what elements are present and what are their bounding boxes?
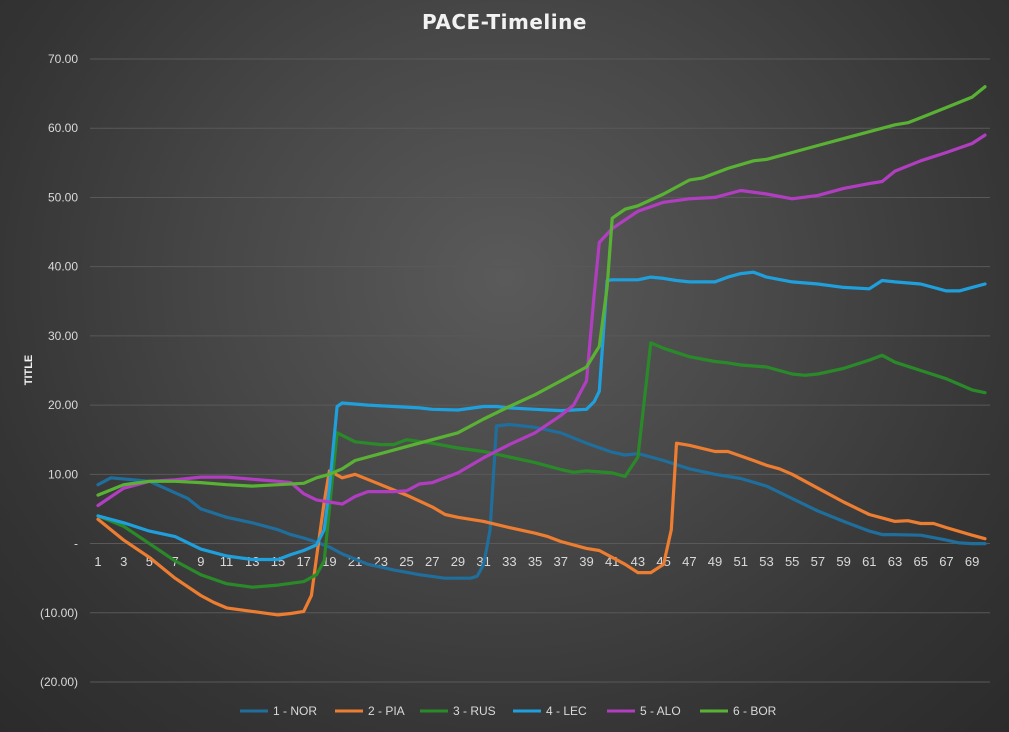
x-tick-label: 27 xyxy=(425,554,439,569)
x-tick-label: 69 xyxy=(965,554,979,569)
series-line-6 xyxy=(96,85,987,497)
x-tick-label: 39 xyxy=(579,554,593,569)
y-tick-label: 10.00 xyxy=(48,467,78,481)
x-tick-label: 37 xyxy=(554,554,568,569)
y-axis-ticks: 70.00 60.00 50.00 40.00 30.00 20.00 10.00 - (10.… xyxy=(40,52,78,689)
x-tick-label: 43 xyxy=(631,554,645,569)
series-line-3 xyxy=(96,341,987,589)
x-tick-label: 63 xyxy=(888,554,902,569)
x-axis-ticks: 1 3 5 7 9 11 13 15 17 19 21 23 25 27 29 31 33 35 37 39 41 43 4… xyxy=(94,554,979,569)
y-axis-label: TITLE xyxy=(23,355,35,386)
legend-label: 3 - RUS xyxy=(453,704,496,718)
x-tick-label: 9 xyxy=(197,554,204,569)
x-tick-label: 53 xyxy=(759,554,773,569)
series-line-2 xyxy=(96,441,987,617)
legend-label: 1 - NOR xyxy=(273,704,317,718)
x-tick-label: 25 xyxy=(399,554,413,569)
y-tick-label: (20.00) xyxy=(40,675,78,689)
x-tick-label: 29 xyxy=(451,554,465,569)
x-tick-label: 3 xyxy=(120,554,127,569)
legend-label: 4 - LEC xyxy=(546,704,587,718)
y-tick-label: 20.00 xyxy=(48,398,78,412)
x-tick-label: 61 xyxy=(862,554,876,569)
series-line-1 xyxy=(96,422,987,580)
y-tick-label: 50.00 xyxy=(48,190,78,204)
x-tick-label: 35 xyxy=(528,554,542,569)
x-tick-label: 65 xyxy=(913,554,927,569)
x-tick-label: 57 xyxy=(811,554,825,569)
x-tick-label: 1 xyxy=(94,554,101,569)
y-tick-label: (10.00) xyxy=(40,606,78,620)
chart-title: PACE-Timeline xyxy=(422,10,587,34)
x-tick-label: 5 xyxy=(146,554,153,569)
y-tick-label: 60.00 xyxy=(48,121,78,135)
y-tick-label: 70.00 xyxy=(48,52,78,66)
x-tick-label: 51 xyxy=(734,554,748,569)
x-tick-label: 49 xyxy=(708,554,722,569)
x-tick-label: 59 xyxy=(836,554,850,569)
legend-label: 6 - BOR xyxy=(733,704,777,718)
legend: 1 - NOR 2 - PIA 3 - RUS 4 - LEC 5 - ALO 6 - B… xyxy=(240,704,777,718)
x-tick-label: 67 xyxy=(939,554,953,569)
y-tick-label: 40.00 xyxy=(48,260,78,274)
x-tick-label: 33 xyxy=(502,554,516,569)
gridlines xyxy=(90,58,990,683)
series-line-4 xyxy=(96,270,987,562)
legend-label: 5 - ALO xyxy=(640,704,681,718)
x-tick-label: 47 xyxy=(682,554,696,569)
series-line-5 xyxy=(96,133,987,508)
x-tick-label: 17 xyxy=(296,554,310,569)
x-tick-label: 13 xyxy=(245,554,259,569)
x-tick-label: 55 xyxy=(785,554,799,569)
y-tick-label: 30.00 xyxy=(48,329,78,343)
legend-label: 2 - PIA xyxy=(368,704,405,718)
y-tick-label: - xyxy=(74,537,78,551)
series-lines xyxy=(96,85,987,617)
